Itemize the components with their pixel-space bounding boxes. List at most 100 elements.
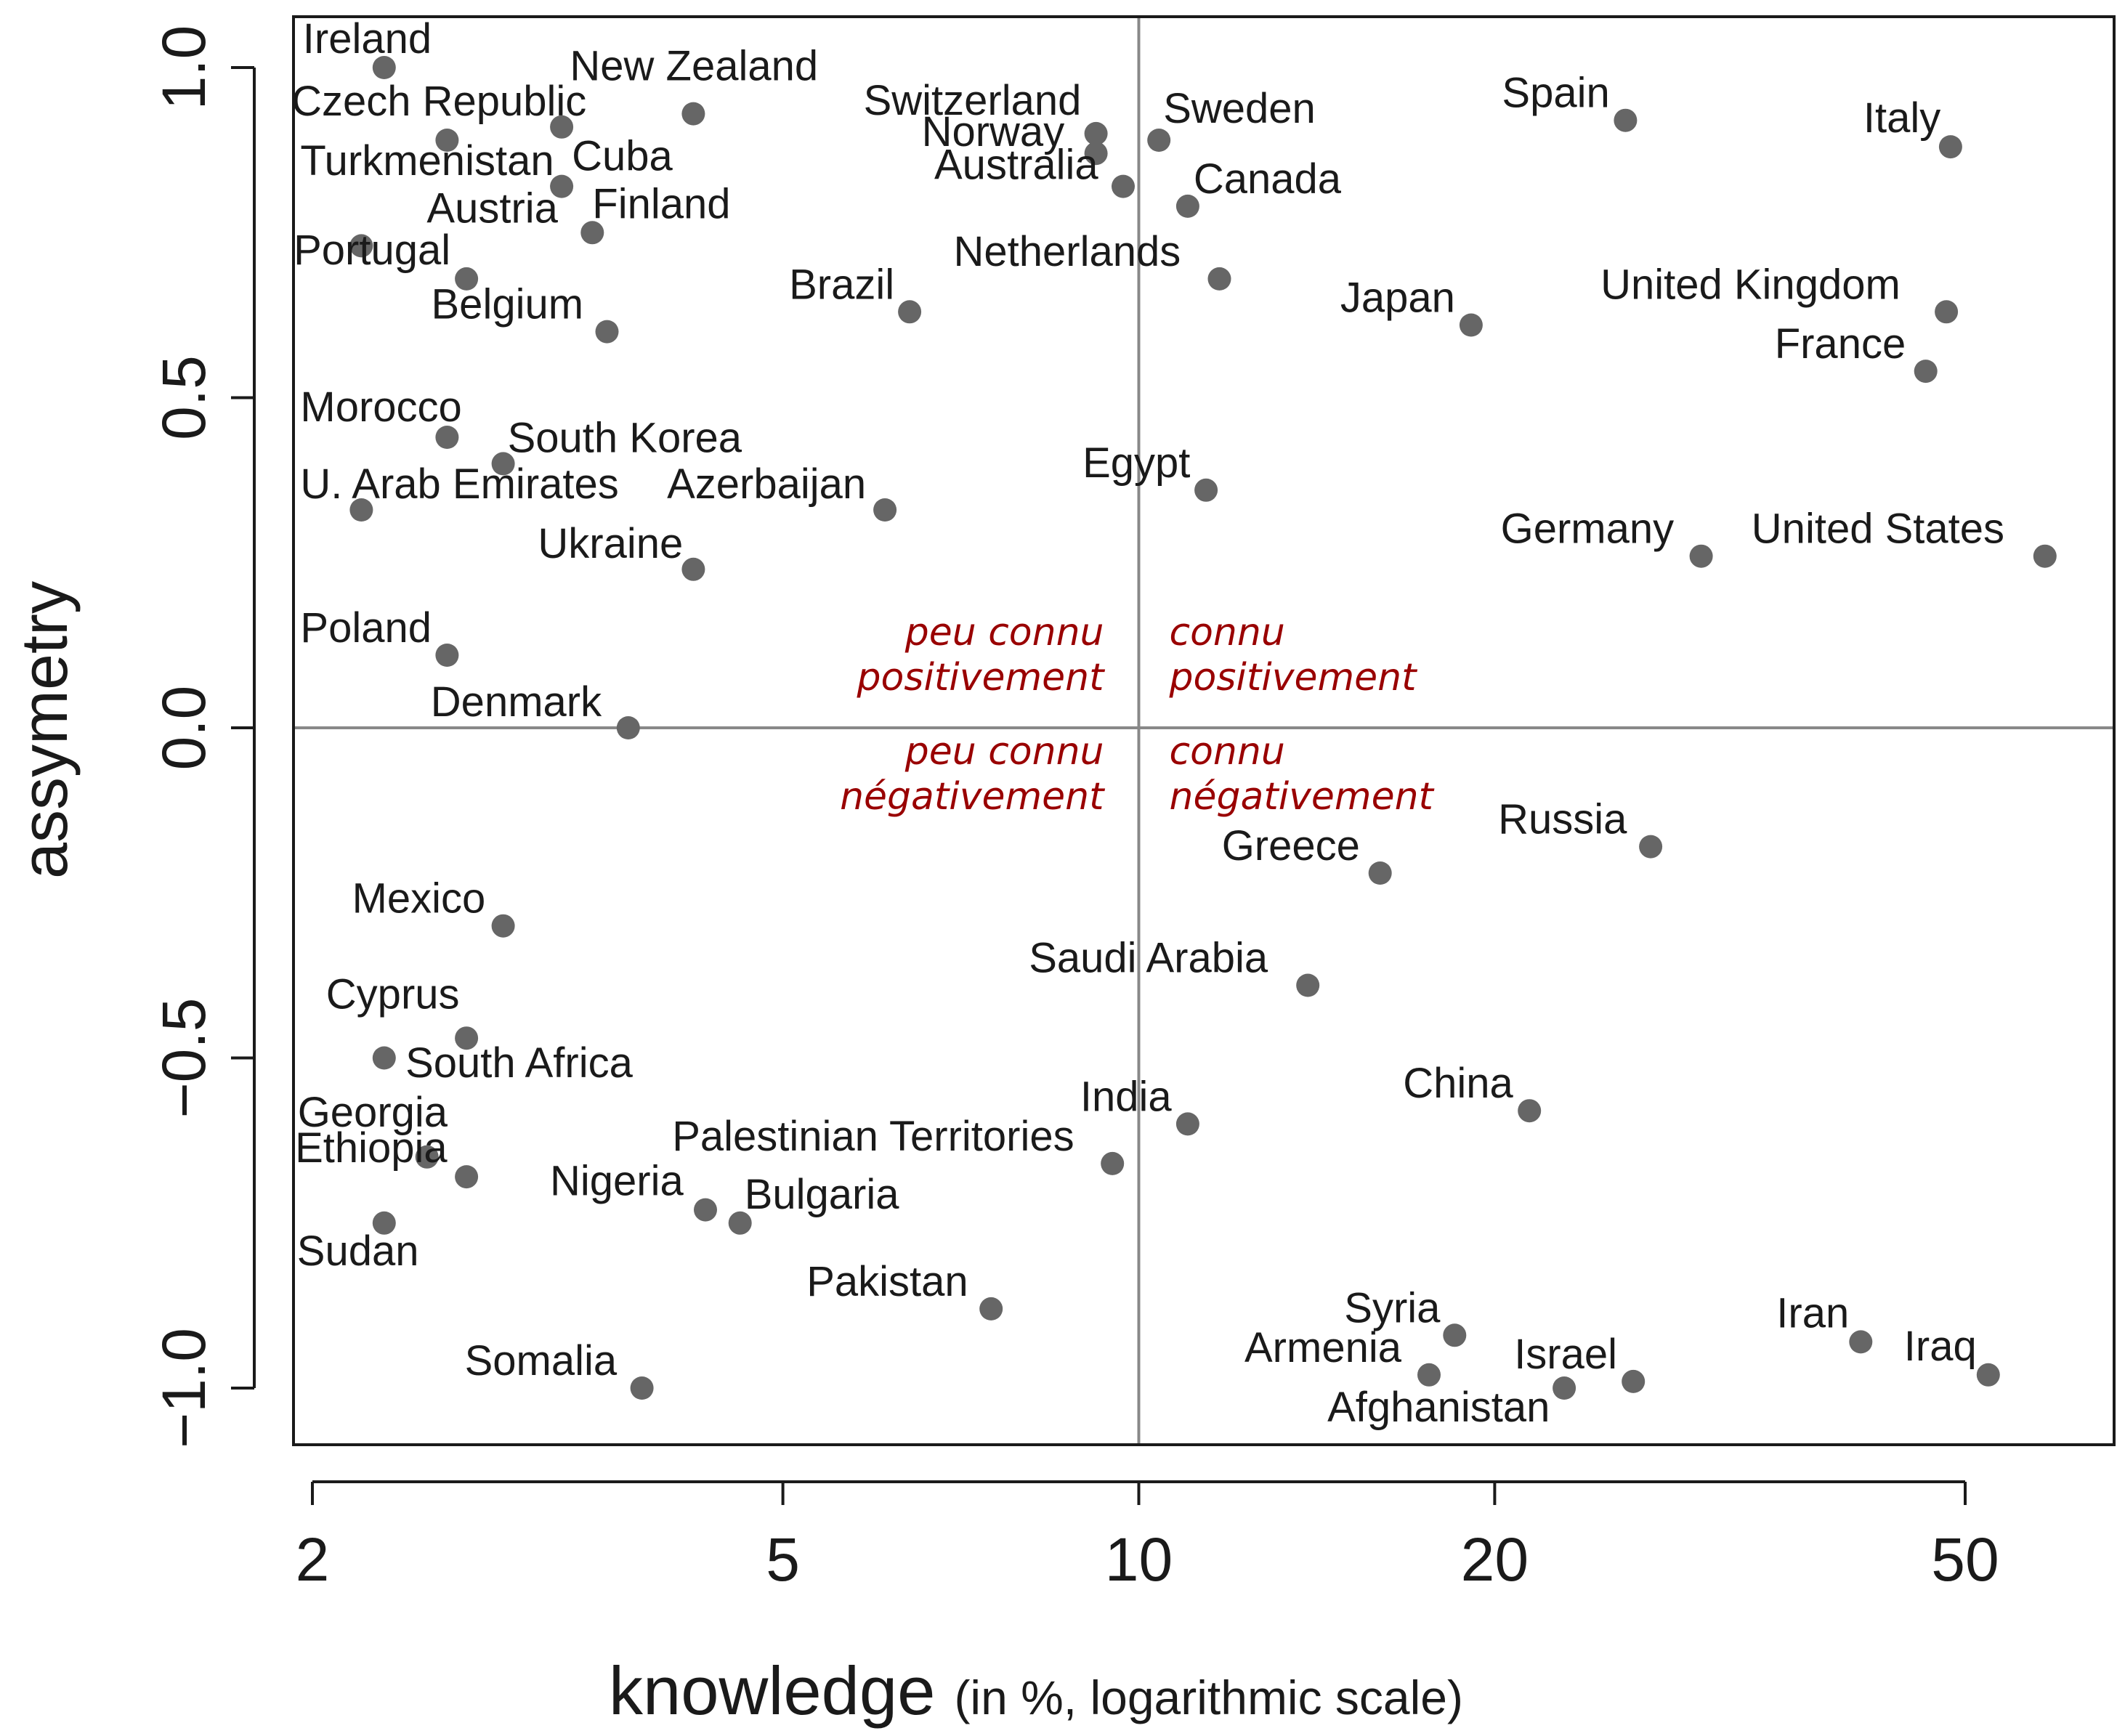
data-point	[873, 498, 897, 522]
quadrant-label-line: peu connu	[904, 611, 1104, 654]
data-point	[1459, 313, 1483, 337]
point-label: Brazil	[789, 261, 894, 308]
data-point	[372, 56, 396, 79]
point-label: Switzerland	[864, 77, 1082, 124]
point-label: Sudan	[297, 1228, 419, 1275]
point-label: Norway	[922, 108, 1065, 155]
point-label: Iran	[1776, 1289, 1849, 1337]
data-point	[898, 300, 922, 324]
quadrant-label-line: peu connu	[904, 730, 1104, 774]
data-point	[728, 1211, 752, 1235]
point-label: Greece	[1222, 822, 1360, 869]
data-point	[681, 557, 705, 581]
data-point	[1935, 300, 1959, 324]
data-point	[435, 644, 459, 667]
data-point	[1689, 544, 1713, 568]
point-label: Somalia	[465, 1337, 618, 1384]
data-point	[491, 452, 515, 476]
data-point	[550, 174, 574, 198]
quadrant-label-line: positivement	[1169, 656, 1418, 699]
y-tick-label: 0.0	[150, 686, 218, 771]
quadrant-label-line: négativement	[840, 775, 1105, 819]
point-label: Denmark	[431, 678, 602, 726]
data-point	[1443, 1323, 1467, 1347]
point-label: Finland	[592, 180, 730, 227]
quadrant-label-top-left: peu connu positivement	[857, 611, 1106, 699]
data-point	[1614, 108, 1638, 132]
data-point	[415, 1145, 439, 1169]
reference-lines	[294, 17, 2114, 1445]
y-tick-label: −0.5	[150, 998, 218, 1119]
data-point	[595, 320, 619, 344]
point-label: Russia	[1498, 796, 1627, 843]
point-label: India	[1080, 1073, 1173, 1120]
data-point	[1147, 129, 1171, 152]
data-point	[1112, 174, 1135, 198]
point-label: U. Arab Emirates	[300, 461, 618, 508]
data-point	[491, 914, 515, 938]
point-label: Ethiopia	[295, 1124, 448, 1172]
point-label: South Korea	[508, 414, 742, 461]
point-label: Iraq	[1904, 1323, 1977, 1370]
x-axis: 2 5 10 20 50	[296, 1480, 1999, 1594]
plot-frame	[292, 15, 2116, 1446]
data-point	[455, 1026, 479, 1050]
data-point	[1518, 1099, 1542, 1123]
point-label: Poland	[300, 604, 432, 652]
point-label: Egypt	[1082, 439, 1190, 487]
data-point	[1849, 1330, 1873, 1354]
point-label: Netherlands	[954, 228, 1181, 275]
quadrant-label-line: connu	[1170, 611, 1285, 654]
point-label: Ireland	[303, 15, 432, 62]
y-axis: −1.0 −0.5 0.0 0.5 1.0	[150, 25, 256, 1448]
point-label: South Africa	[405, 1039, 633, 1087]
point-label: Austria	[426, 184, 558, 232]
data-point	[1622, 1369, 1646, 1393]
point-label: China	[1403, 1060, 1513, 1107]
x-axis-label-main: knowledge	[609, 1652, 935, 1729]
data-point	[1976, 1363, 2000, 1387]
quadrant-label-line: connu	[1170, 730, 1285, 774]
x-axis-label-note: (in %, logarithmic scale)	[954, 1671, 1463, 1724]
point-label: Pakistan	[806, 1258, 968, 1305]
point-label: Ukraine	[538, 520, 683, 567]
data-point	[1368, 861, 1392, 885]
data-point	[1194, 478, 1218, 502]
point-label: Armenia	[1244, 1324, 1402, 1371]
point-label: Turkmenistan	[300, 137, 554, 184]
point-label: Azerbaijan	[667, 461, 866, 508]
point-label: Israel	[1514, 1331, 1617, 1378]
data-point	[455, 1165, 479, 1189]
point-label: Czech Republic	[291, 78, 586, 125]
point-label: Japan	[1340, 275, 1455, 322]
point-label: Georgia	[298, 1089, 448, 1136]
x-axis-label: knowledge (in %, logarithmic scale)	[609, 1652, 1463, 1729]
point-label: France	[1775, 320, 1906, 368]
data-point	[1938, 135, 1962, 159]
data-point	[455, 267, 479, 291]
data-point	[580, 221, 604, 245]
point-label: Cyprus	[326, 971, 460, 1018]
x-tick-label: 2	[296, 1525, 330, 1594]
point-label: New Zealand	[570, 43, 818, 90]
data-point	[1084, 142, 1108, 166]
y-tick-label: −1.0	[150, 1328, 218, 1448]
point-label: Spain	[1502, 70, 1609, 117]
quadrant-label-line: positivement	[857, 656, 1106, 699]
x-tick-label: 20	[1461, 1525, 1529, 1594]
point-label: Portugal	[294, 227, 450, 274]
point-label: Italy	[1863, 94, 1940, 142]
data-point	[1914, 360, 1938, 384]
point-label: Canada	[1194, 155, 1342, 203]
data-point	[694, 1198, 717, 1222]
y-axis-label: assymetry	[9, 581, 81, 879]
data-point	[550, 115, 574, 139]
data-point	[2033, 544, 2057, 568]
data-point	[616, 716, 640, 739]
x-tick-label: 50	[1931, 1525, 1999, 1594]
data-point	[630, 1376, 654, 1400]
point-label: Sweden	[1163, 85, 1316, 132]
data-point	[435, 129, 459, 152]
